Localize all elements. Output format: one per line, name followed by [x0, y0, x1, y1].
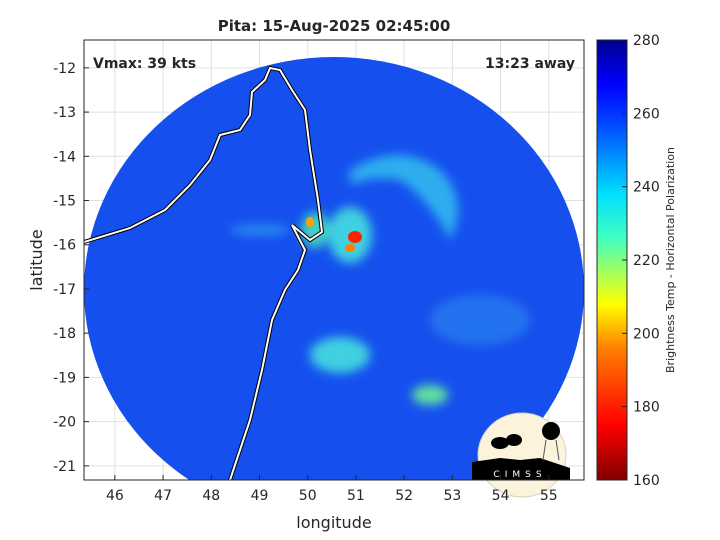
x-tick-label: 51 — [347, 488, 365, 504]
x-tick-label: 49 — [251, 488, 269, 504]
x-tick-label: 46 — [106, 488, 124, 504]
coastline — [84, 66, 324, 480]
colorbar-tick-label: 260 — [633, 106, 660, 122]
colorbar-tick-label: 240 — [633, 180, 660, 196]
colorbar-tick-label: 180 — [633, 400, 660, 416]
distance-label: 13:23 away — [485, 56, 575, 72]
x-tick-label: 52 — [395, 488, 413, 504]
colorbar-ticks: 160 180 200 220 240 260 280 — [622, 33, 660, 489]
colorbar-tick-label: 200 — [633, 326, 660, 342]
y-tick-label: -17 — [53, 282, 76, 298]
axes-box — [83, 39, 585, 481]
y-tick-label: -21 — [53, 459, 76, 475]
x-tick-label: 54 — [492, 488, 510, 504]
x-tick-label: 55 — [540, 488, 558, 504]
y-axis-label: latitude — [27, 229, 46, 290]
y-tick-label: -19 — [53, 370, 76, 386]
colorbar-tick-label: 220 — [633, 253, 660, 269]
chart-title: Pita: 15-Aug-2025 02:45:00 — [218, 17, 451, 35]
ticks: 46 47 48 49 50 51 52 53 54 55 -12 -13 -14 -15 -16 -17 -1… — [53, 61, 558, 504]
x-tick-label: 50 — [299, 488, 317, 504]
colorbar-tick-label: 160 — [633, 473, 660, 489]
y-tick-label: -13 — [53, 105, 76, 121]
x-tick-label: 48 — [202, 488, 220, 504]
y-tick-label: -20 — [53, 415, 76, 431]
svg-text:CIMSS: CIMSS — [493, 470, 546, 480]
colorbar-tick-label: 280 — [633, 33, 660, 49]
y-tick-label: -15 — [53, 194, 76, 210]
x-axis-label: longitude — [296, 513, 371, 532]
storm-core — [348, 231, 362, 243]
y-tick-label: -18 — [53, 326, 76, 342]
cimss-logo: CIMSS — [472, 412, 570, 498]
y-tick-label: -14 — [53, 149, 76, 165]
swath — [84, 57, 584, 480]
vmax-label: Vmax: 39 kts — [93, 56, 196, 72]
y-tick-label: -12 — [53, 61, 76, 77]
y-tick-label: -16 — [53, 238, 76, 254]
x-tick-label: 47 — [154, 488, 172, 504]
cloud-features — [230, 155, 530, 405]
x-tick-label: 53 — [443, 488, 461, 504]
colorbar-label: Brightness Temp - Horizontal Polarizatio… — [664, 147, 677, 373]
